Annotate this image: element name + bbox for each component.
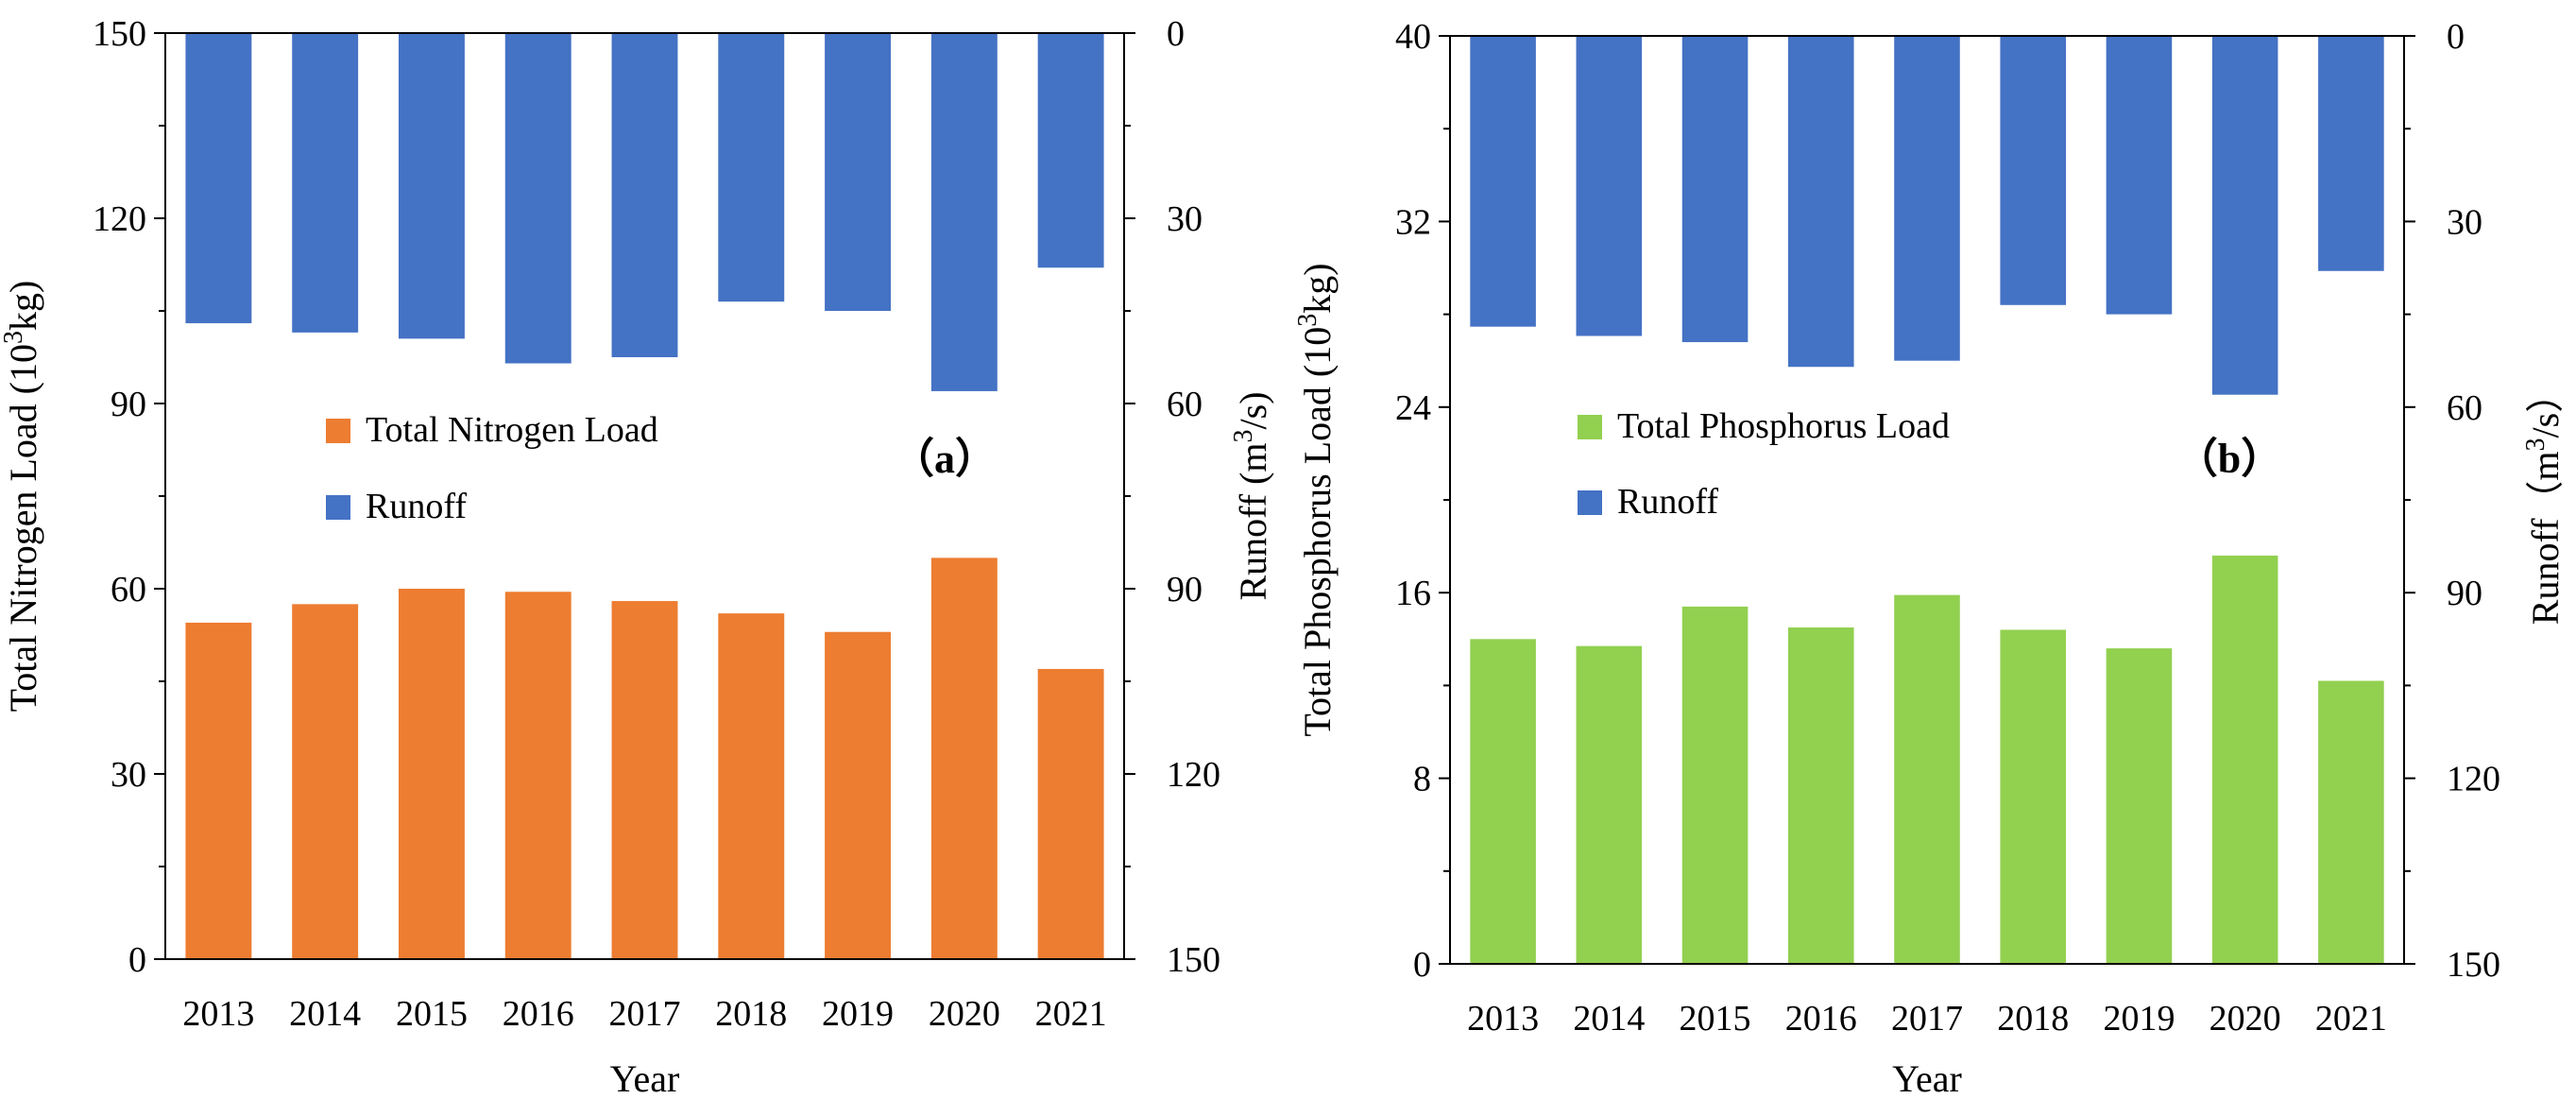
bar-runoff-2021 <box>1037 33 1104 268</box>
bar-total-phosphorus-load-2014 <box>1576 645 1643 964</box>
y-tick-label: 24 <box>1395 388 1431 428</box>
bar-runoff-2015 <box>398 33 465 339</box>
bar-runoff-2016 <box>504 33 571 364</box>
x-axis-title: Year <box>1892 1057 1962 1100</box>
legend-swatch <box>326 419 350 443</box>
y-tick-label: 30 <box>111 755 146 795</box>
x-tick-label: 2016 <box>503 994 574 1034</box>
bar-total-phosphorus-load-2019 <box>2106 648 2173 964</box>
bar-runoff-2020 <box>930 33 998 391</box>
bar-total-nitrogen-load-2017 <box>611 601 678 959</box>
x-tick-label: 2017 <box>609 994 681 1034</box>
bar-total-nitrogen-load-2019 <box>825 631 892 959</box>
legend-swatch <box>326 495 350 520</box>
bar-runoff-2019 <box>825 33 892 311</box>
x-tick-label: 2017 <box>1891 999 1963 1039</box>
bar-total-phosphorus-load-2017 <box>1894 594 1960 964</box>
y-tick-label: 40 <box>1395 17 1431 57</box>
y-tick-label: 32 <box>1395 202 1431 242</box>
bar-total-nitrogen-load-2020 <box>930 558 998 959</box>
y-right-tick-label: 120 <box>1167 755 1220 795</box>
bar-total-nitrogen-load-2013 <box>185 622 252 959</box>
legend-swatch <box>1578 415 1602 439</box>
y-right-tick-label: 60 <box>2447 388 2482 428</box>
chart-panel-a: 2013 2014 2015 2016 2017 2018 2019 2020 2021 0 30 6… <box>0 14 1274 1100</box>
bar-runoff-2018 <box>718 33 785 302</box>
y-right-tick-label: 120 <box>2447 760 2500 799</box>
x-axis-title: Year <box>610 1057 680 1100</box>
bar-total-phosphorus-load-2018 <box>2000 629 2067 964</box>
bar-runoff-2014 <box>1576 36 1643 336</box>
bar-runoff-2018 <box>2000 36 2067 305</box>
x-tick-label: 2019 <box>822 994 894 1034</box>
bar-runoff-2021 <box>2318 36 2384 271</box>
y-right-axis-title: Runoff（m3/s） <box>2521 375 2567 625</box>
legend-label: Total Nitrogen Load <box>366 410 658 450</box>
legend-label: Runoff <box>1617 482 1718 522</box>
y-tick-label: 60 <box>111 570 146 610</box>
x-tick-label: 2021 <box>2315 999 2387 1039</box>
x-tick-label: 2013 <box>1467 999 1539 1039</box>
bar-runoff-2016 <box>1787 36 1854 368</box>
bar-total-nitrogen-load-2015 <box>398 589 465 959</box>
bar-runoff-2020 <box>2211 36 2278 395</box>
y-axis-title: Total Phosphorus Load (103kg) <box>1293 263 1339 736</box>
x-tick-label: 2019 <box>2103 999 2175 1039</box>
bar-total-nitrogen-load-2016 <box>504 592 571 959</box>
bar-runoff-2013 <box>185 33 252 324</box>
bar-runoff-2017 <box>611 33 678 357</box>
y-right-tick-label: 90 <box>2447 574 2482 613</box>
y-right-tick-label: 0 <box>1167 14 1185 54</box>
y-right-tick-label: 150 <box>1167 940 1220 980</box>
y-right-tick-label: 0 <box>2447 17 2465 57</box>
x-tick-label: 2020 <box>929 994 1000 1034</box>
x-tick-label: 2018 <box>1997 999 2069 1039</box>
x-tick-label: 2014 <box>1573 999 1645 1039</box>
bar-runoff-2013 <box>1470 36 1536 327</box>
legend-label: Runoff <box>366 487 467 526</box>
bar-total-phosphorus-load-2015 <box>1681 606 1749 964</box>
y-right-tick-label: 30 <box>2447 202 2482 242</box>
y-tick-label: 16 <box>1395 574 1431 613</box>
panel-label: （a） <box>893 436 997 482</box>
bar-total-phosphorus-load-2020 <box>2211 555 2278 964</box>
x-tick-label: 2015 <box>1680 999 1751 1039</box>
bar-runoff-2019 <box>2106 36 2173 315</box>
y-right-tick-label: 90 <box>1167 570 1203 610</box>
y-tick-label: 120 <box>93 199 146 239</box>
bar-total-phosphorus-load-2021 <box>2318 680 2384 964</box>
bar-total-nitrogen-load-2018 <box>718 613 785 959</box>
bar-total-phosphorus-load-2016 <box>1787 627 1854 964</box>
x-tick-label: 2015 <box>396 994 468 1034</box>
y-axis-title: Total Nitrogen Load (103kg) <box>0 281 44 713</box>
legend: Total Phosphorus Load Runoff <box>1578 406 1950 522</box>
bar-runoff-2017 <box>1894 36 1960 361</box>
legend-label: Total Phosphorus Load <box>1617 406 1950 446</box>
bar-total-nitrogen-load-2014 <box>292 604 359 959</box>
bar-total-phosphorus-load-2013 <box>1470 639 1536 964</box>
legend: Total Nitrogen Load Runoff <box>326 410 658 526</box>
panel-label: （b） <box>2176 436 2282 482</box>
bar-total-nitrogen-load-2021 <box>1037 668 1104 959</box>
y-tick-label: 90 <box>111 385 146 424</box>
y-tick-label: 150 <box>93 14 146 54</box>
y-right-tick-label: 60 <box>1167 385 1203 424</box>
bar-runoff-2015 <box>1681 36 1749 343</box>
x-tick-label: 2020 <box>2209 999 2281 1039</box>
x-tick-label: 2013 <box>182 994 254 1034</box>
x-tick-label: 2014 <box>289 994 361 1034</box>
y-right-axis-title: Runoff (m3/s) <box>1229 391 1275 600</box>
bar-runoff-2014 <box>292 33 359 333</box>
y-right-tick-label: 150 <box>2447 945 2500 985</box>
y-tick-label: 0 <box>128 940 146 980</box>
y-right-tick-label: 30 <box>1167 199 1203 239</box>
chart-panel-b: 2013 2014 2015 2016 2017 2018 2019 2020 2021 0 8 16… <box>1293 17 2567 1100</box>
y-tick-label: 8 <box>1413 760 1431 799</box>
y-tick-label: 0 <box>1413 945 1431 985</box>
x-tick-label: 2018 <box>715 994 787 1034</box>
x-tick-label: 2021 <box>1035 994 1107 1034</box>
x-tick-label: 2016 <box>1785 999 1857 1039</box>
legend-swatch <box>1578 490 1602 515</box>
